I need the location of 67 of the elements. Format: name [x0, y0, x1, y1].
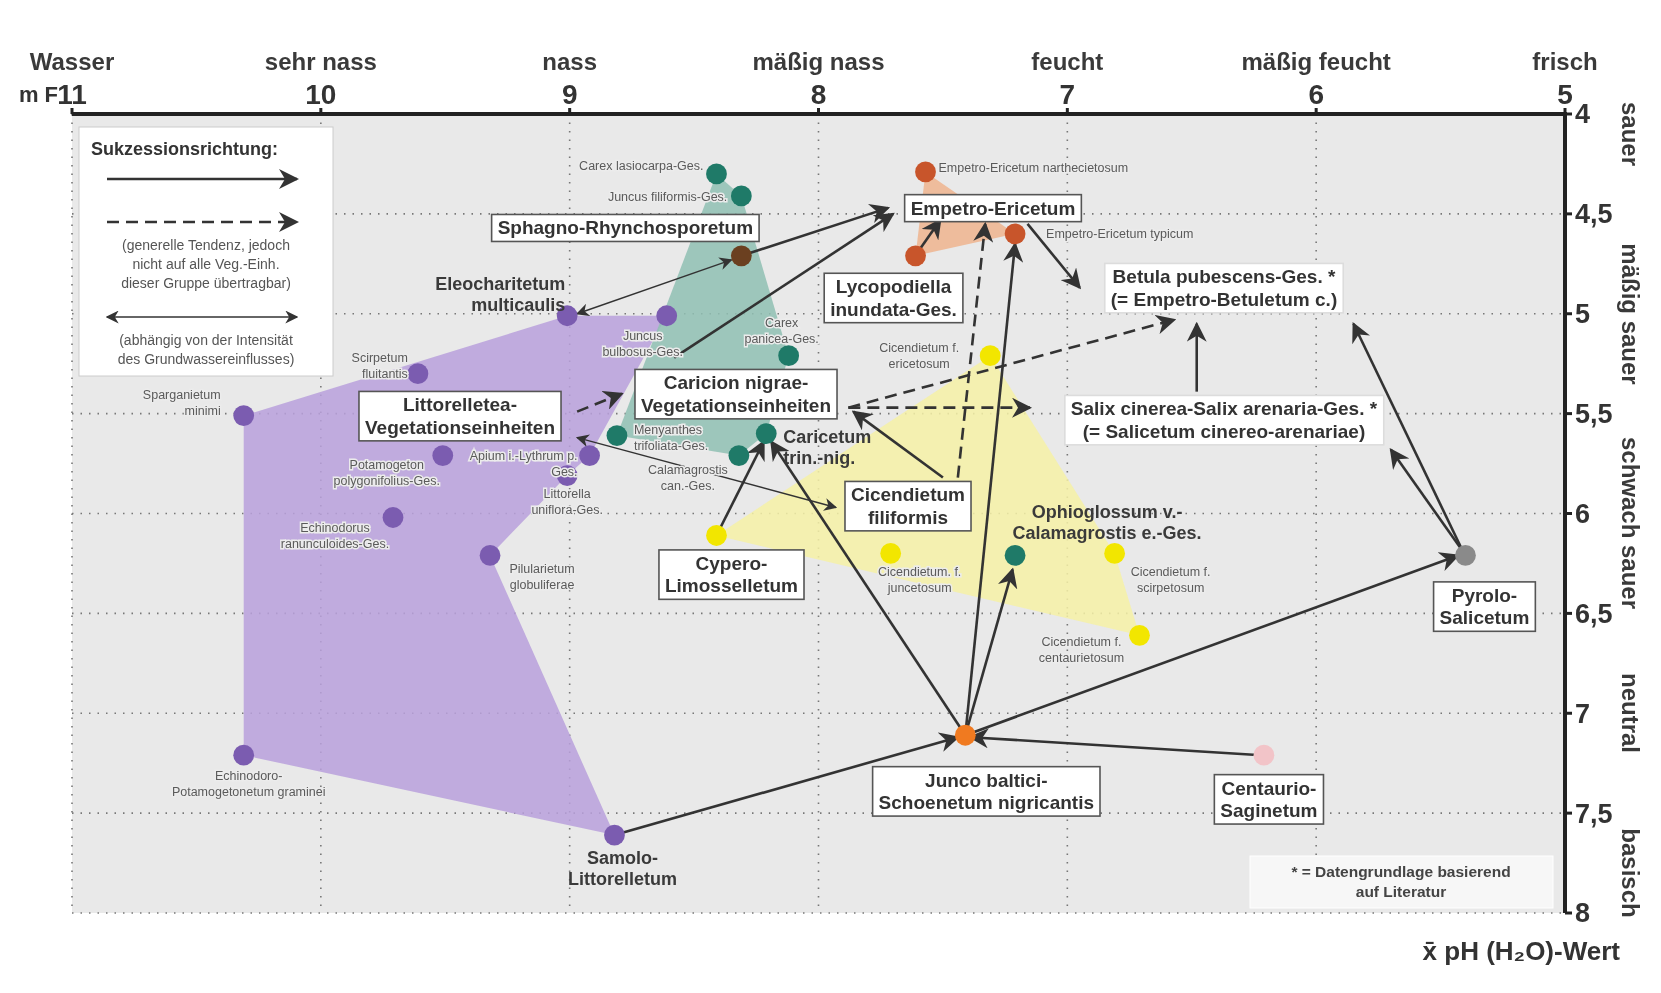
- text: schwach sauer: [1617, 436, 1644, 610]
- y-tick-label: 6: [1575, 498, 1591, 529]
- data-label: Eleocharitetum multicaulis: [435, 273, 566, 315]
- x-tick-label: 11: [57, 79, 87, 110]
- text: sehr nass: [264, 48, 377, 75]
- data-label: Centaurio- Saginetum: [1220, 777, 1318, 822]
- data-label: Junco baltici- Schoenetum nigricantis: [878, 769, 1094, 814]
- y-tick-label: 5,5: [1575, 399, 1613, 430]
- data-label: Pilularietum globuliferae: [509, 562, 575, 593]
- annotation: Littorelletea- Vegetationseinheiten: [364, 394, 556, 438]
- annotation: Empetro-Ericetum: [910, 197, 1076, 219]
- data-label: Menyanthes trifoliata-Ges.: [633, 422, 709, 453]
- y-tick-label: 7: [1575, 698, 1591, 729]
- legend-title: Sukzessionsrichtung:: [91, 139, 279, 159]
- data-label: Littorella uniflora-Ges.: [531, 486, 603, 517]
- y-tick-label: 4,5: [1575, 199, 1613, 230]
- text: mäßig feucht: [1241, 48, 1391, 75]
- annotation: Caricion nigrae- Vegetationseinheiten: [640, 372, 832, 416]
- x-tick-label: 10: [305, 79, 337, 110]
- data-label: Cicendietum f. ericetosum: [879, 340, 960, 371]
- y-tick-label: 4: [1575, 99, 1591, 130]
- text: Wasser: [29, 48, 115, 75]
- data-label: Cicendietum f. centaurietosum: [1038, 635, 1125, 666]
- annotation: (abhängig von der Intensität des Grundwassereinflusses): [117, 332, 295, 367]
- data-label: Echinodorus ranunculoides-Ges.: [280, 521, 390, 552]
- text: x̄ pH (H₂O)-Wert: [1422, 936, 1621, 966]
- data-label: Echinodoro- Potamogetonetum graminei: [171, 769, 326, 800]
- text: frisch: [1532, 48, 1598, 75]
- x-tick-label: 6: [1308, 79, 1324, 110]
- y-tick-label: 5: [1575, 299, 1591, 330]
- data-label: Samolo- Littorelletum: [567, 848, 677, 890]
- data-label: Carex lasiocarpa-Ges.: [579, 158, 704, 173]
- text: mäßig nass: [752, 48, 885, 75]
- text: neutral: [1617, 672, 1644, 754]
- text: mäßig sauer: [1617, 243, 1644, 385]
- data-label: Pyrolo- Salicetum: [1439, 584, 1530, 629]
- data-label: Cypero- Limosselletum: [664, 552, 798, 597]
- annotation: Salix cinerea-Salix arenaria-Ges. * (= Salicetum cinereo-arenariae): [1070, 398, 1378, 442]
- data-label: Sphagno-Rhynchosporetum: [497, 217, 754, 239]
- x-tick-label: 8: [810, 79, 827, 110]
- data-label: Lycopodiella inundata-Ges.: [830, 276, 957, 320]
- y-tick-label: 7,5: [1575, 798, 1613, 829]
- data-label: Cicendietum. f. juncetosum: [877, 565, 962, 596]
- annotation: (generelle Tendenz, jedoch nicht auf alle Veg.-Einh. dieser Gruppe übertragbar): [121, 237, 291, 291]
- data-label: Ophioglossum v.- Calamagrostis e.-Ges.: [1012, 502, 1202, 544]
- text: basisch: [1617, 828, 1644, 918]
- text: sauer: [1617, 101, 1644, 167]
- x-tick-label: 9: [561, 79, 578, 110]
- data-label: Caricetum trin.-nig.: [783, 426, 872, 468]
- y-tick-label: 6,5: [1575, 598, 1613, 629]
- y-tick-label: 8: [1575, 898, 1591, 929]
- x-tick-label: 7: [1059, 79, 1076, 110]
- data-label: Empetro-Ericetum narthecietosum: [938, 160, 1129, 175]
- data-label: Potamogeton polygonifolius-Ges.: [333, 457, 440, 488]
- data-label: Juncus filiformis-Ges.: [607, 189, 728, 204]
- data-label: Cicendietum f. scirpetosum: [1130, 565, 1211, 596]
- text: feucht: [1031, 48, 1104, 75]
- data-label: Juncus bulbosus-Ges.: [602, 328, 684, 359]
- data-label: Scirpetum fluitantis: [351, 350, 408, 381]
- data-label: Empetro-Ericetum typicum: [1046, 226, 1194, 241]
- data-label: Sparganietum minimi: [142, 387, 221, 418]
- annotation: Betula pubescens-Ges. * (= Empetro-Betuletum c.): [1110, 266, 1338, 310]
- text: nass: [542, 48, 598, 75]
- annotation: Cicendietum filiformis: [850, 484, 966, 528]
- footnote-box: * = Datengrundlage basierend auf Literatur: [1249, 855, 1554, 909]
- x-axis-title: m F: [18, 82, 58, 107]
- annotation: * = Datengrundlage basierend auf Literatur: [1291, 863, 1511, 900]
